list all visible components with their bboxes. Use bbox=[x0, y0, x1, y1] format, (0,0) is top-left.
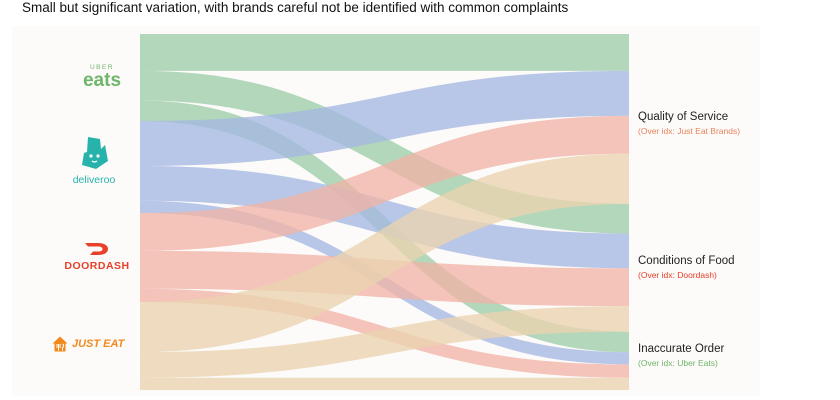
flow-just-eat-to-inaccurate-order bbox=[140, 377, 629, 390]
complaint-label-quality-of-service: Quality of Service (Over idx: Just Eat B… bbox=[638, 110, 740, 137]
chart-subtitle: Small but significant variation, with br… bbox=[22, 0, 569, 15]
flow-doordash-to-conditions-of-food bbox=[140, 250, 629, 307]
complaint-over-index: (Over idx: Just Eat Brands) bbox=[638, 126, 741, 136]
complaint-label-inaccurate-order: Inaccurate Order (Over idx: Uber Eats) bbox=[638, 342, 724, 369]
sankey-panel bbox=[12, 26, 760, 396]
flow-deliveroo-to-conditions-of-food bbox=[140, 165, 629, 269]
flow-just-eat-to-conditions-of-food bbox=[140, 306, 629, 378]
just-eat-logo-text: JUST EAT bbox=[72, 338, 125, 350]
deliveroo-kangaroo-icon bbox=[82, 137, 108, 169]
uber-eats-logo-small-text: UBER bbox=[89, 64, 115, 71]
doordash-dash-icon bbox=[85, 243, 108, 255]
complaint-title: Conditions of Food bbox=[638, 255, 735, 267]
complaint-title: Quality of Service bbox=[638, 111, 729, 123]
deliveroo-logo: deliveroo bbox=[56, 136, 132, 186]
complaint-over-index: (Over idx: Doordash) bbox=[638, 270, 717, 280]
complaint-title: Inaccurate Order bbox=[638, 343, 725, 355]
deliveroo-logo-text: deliveroo bbox=[72, 174, 116, 186]
flow-uber-eats-to-quality-of-service bbox=[140, 34, 629, 71]
uber-eats-logo: UBER eats bbox=[54, 64, 144, 90]
just-eat-logo: JUST EAT bbox=[52, 336, 148, 352]
complaint-over-index: (Over idx: Uber Eats) bbox=[638, 358, 718, 368]
complaint-label-conditions-of-food: Conditions of Food (Over idx: Doordash) bbox=[638, 254, 735, 281]
just-eat-house-icon bbox=[52, 336, 68, 352]
sankey-chart bbox=[140, 34, 629, 390]
uber-eats-logo-text: eats bbox=[82, 70, 122, 91]
flow-just-eat-to-quality-of-service bbox=[140, 153, 629, 353]
flow-doordash-to-quality-of-service bbox=[140, 115, 629, 251]
flow-deliveroo-to-quality-of-service bbox=[140, 70, 629, 166]
doordash-logo: DOORDASH bbox=[52, 240, 142, 272]
doordash-logo-text: DOORDASH bbox=[64, 260, 130, 272]
